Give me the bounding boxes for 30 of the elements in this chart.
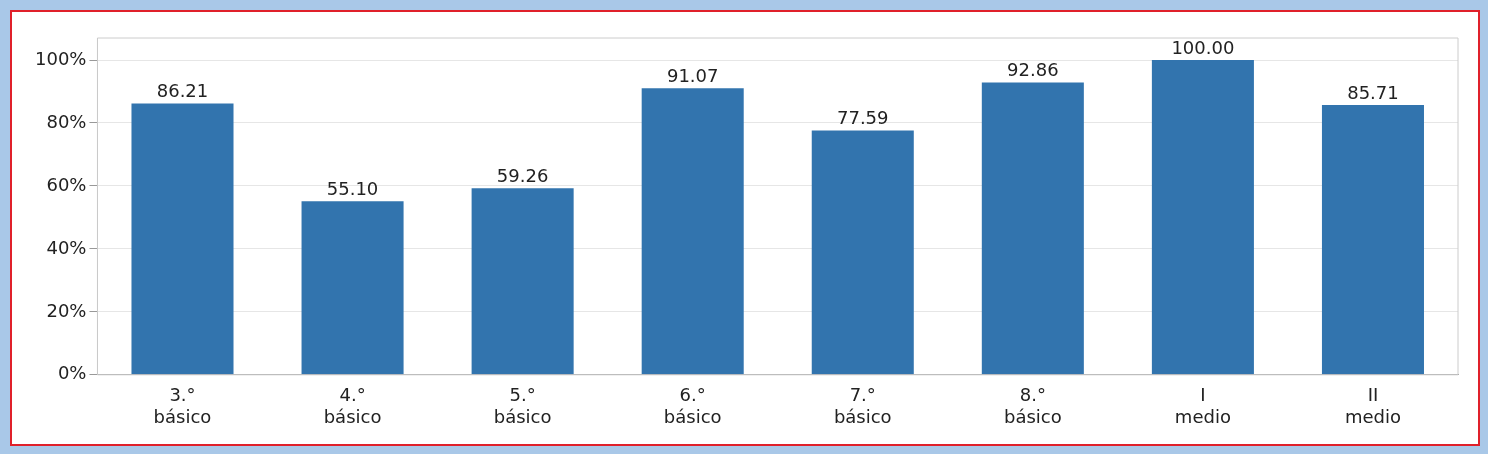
data-label: 91.07 — [666, 64, 719, 86]
bar — [981, 82, 1084, 375]
y-tick-label: 60% — [46, 173, 87, 195]
data-label: 85.71 — [1347, 81, 1399, 103]
x-tick-label: 3.° básico — [153, 384, 212, 427]
x-tick-label: 6.° básico — [663, 384, 722, 427]
bar — [1151, 60, 1254, 375]
data-label: 92.86 — [1007, 59, 1059, 81]
y-tick-label: 100% — [34, 47, 87, 69]
bar — [301, 201, 404, 375]
x-tick-label: 5.° básico — [493, 384, 552, 427]
data-label: 55.10 — [326, 178, 379, 200]
y-tick-label: 80% — [46, 110, 87, 132]
x-tick-label: 4.° básico — [323, 384, 382, 427]
y-tick-label: 20% — [46, 299, 87, 321]
y-tick-label: 40% — [46, 236, 87, 258]
data-label: 100.00 — [1171, 36, 1235, 58]
x-tick-label: II medio — [1344, 384, 1401, 427]
data-label: 86.21 — [156, 80, 209, 102]
bar — [811, 130, 914, 375]
x-tick-label: 7.° básico — [833, 384, 892, 427]
bar — [131, 103, 234, 375]
bar — [641, 88, 744, 375]
data-label: 59.26 — [496, 164, 549, 186]
x-tick-label: 8.° básico — [1003, 384, 1062, 427]
bar — [1321, 105, 1424, 375]
bar — [471, 188, 574, 375]
data-label: 77.59 — [837, 107, 889, 129]
y-tick-label: 0% — [57, 362, 87, 384]
x-tick-label: I medio — [1174, 384, 1231, 427]
